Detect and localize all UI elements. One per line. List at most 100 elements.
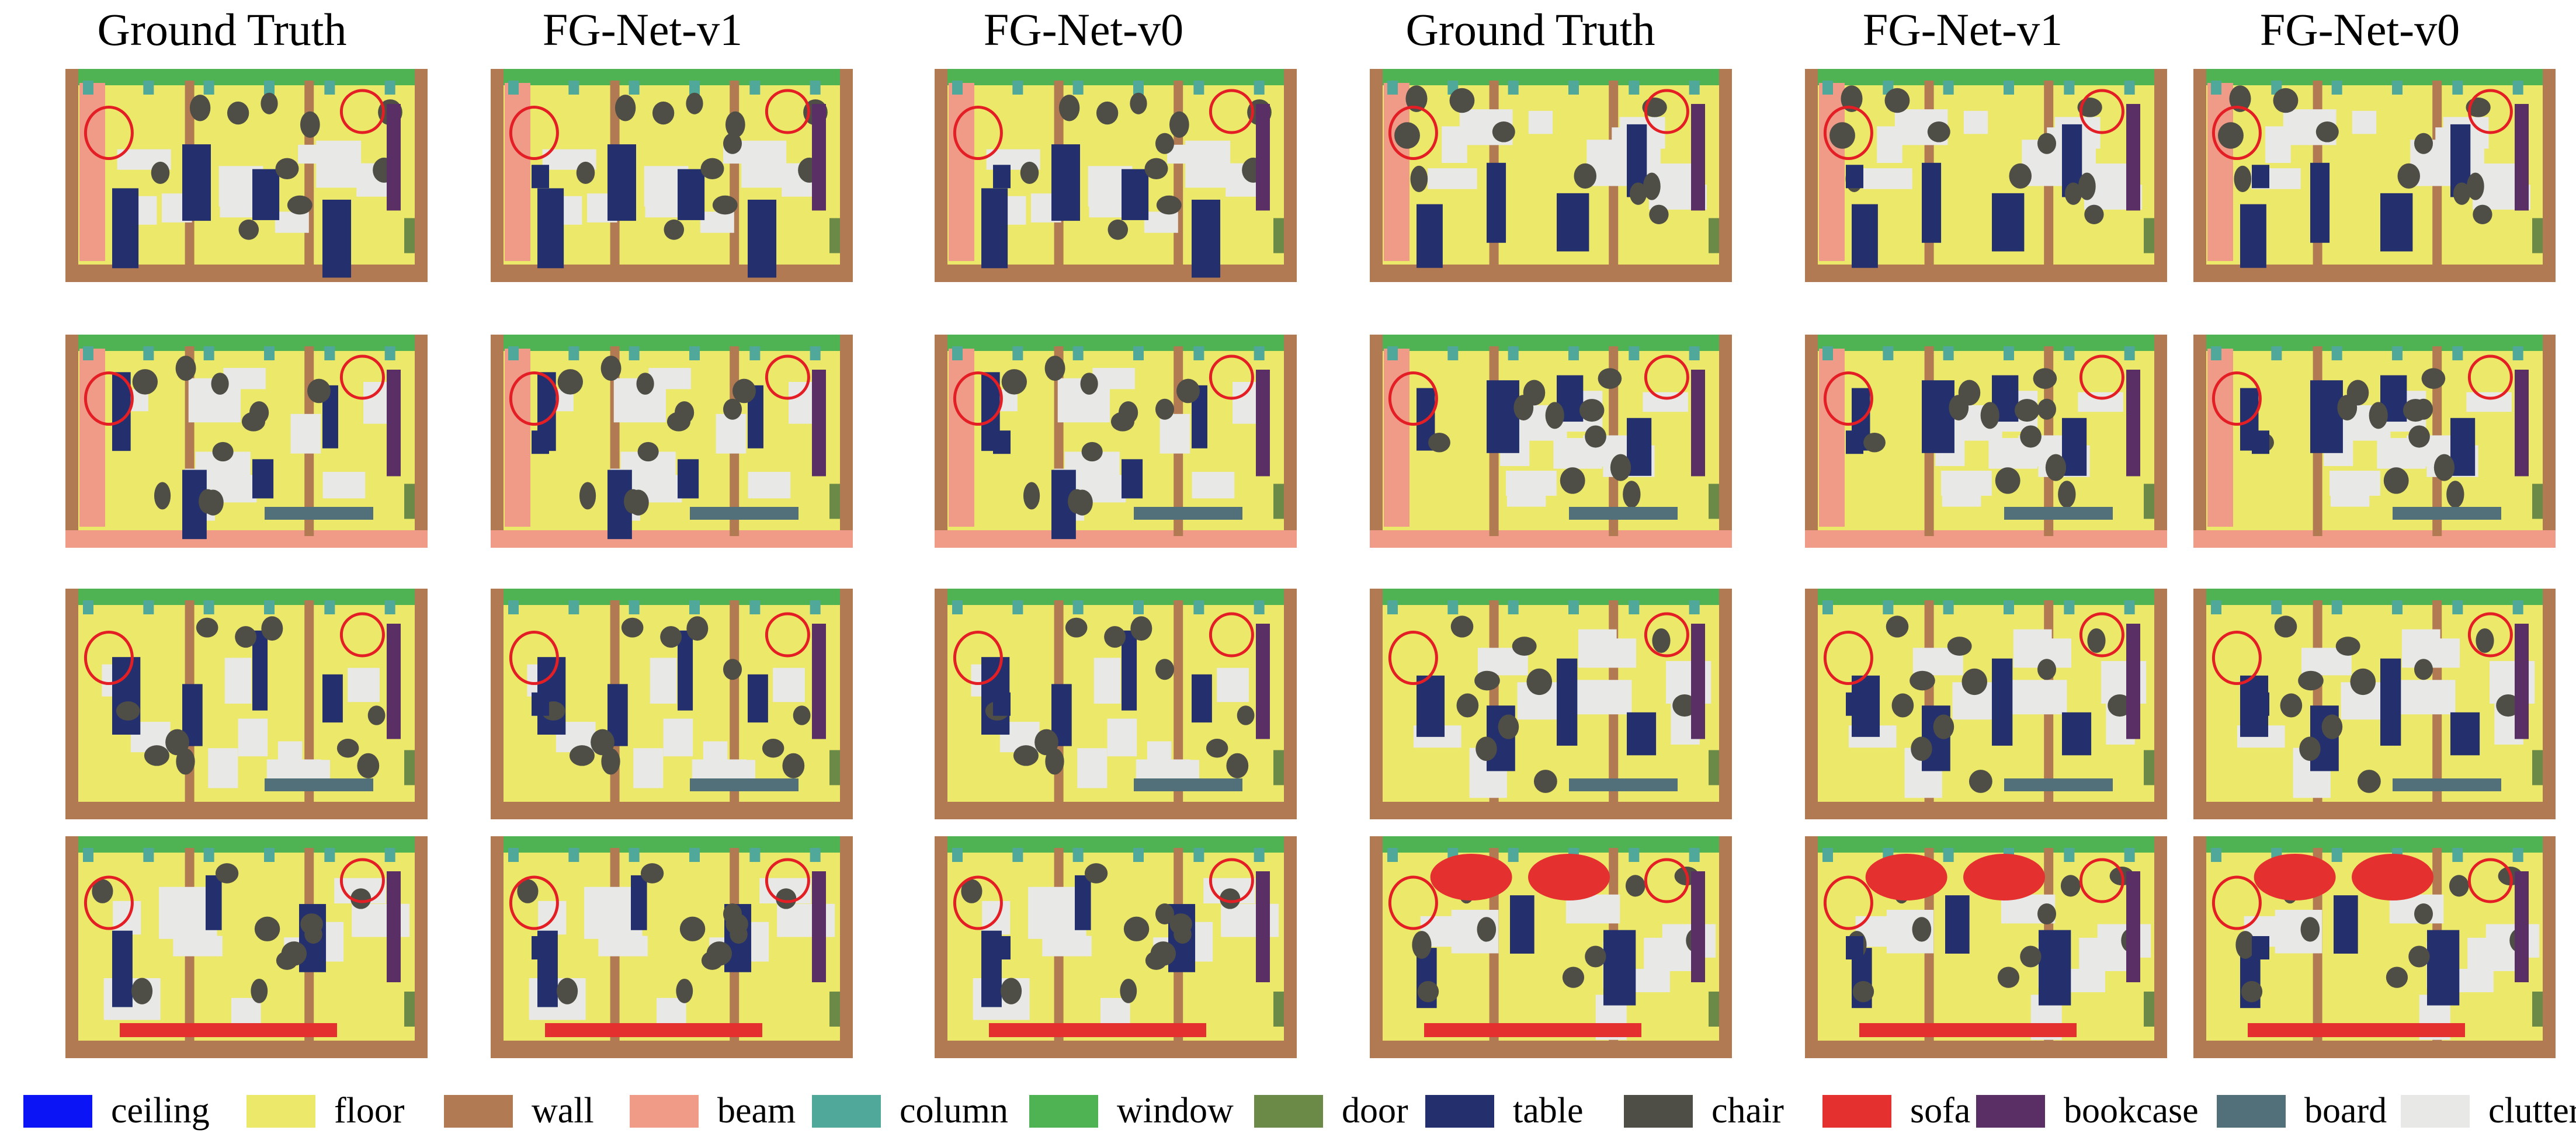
chair-region [1995, 467, 2020, 494]
wall-region [2543, 335, 2556, 548]
column-region [1568, 346, 1579, 360]
table-region [322, 199, 352, 278]
table-region [1627, 418, 1652, 476]
beam-region [2207, 83, 2233, 261]
difference-circle [339, 612, 385, 658]
difference-circle [84, 631, 134, 685]
chair-region [1585, 425, 1606, 448]
window-region [65, 589, 428, 605]
column-region [2004, 600, 2014, 614]
chair-region [1156, 195, 1182, 215]
door-region [2144, 992, 2154, 1027]
column-region [1943, 848, 1954, 862]
column-region [1508, 81, 1519, 95]
chair-region [2414, 398, 2433, 420]
chair-region [600, 356, 622, 381]
clutter-region [598, 936, 648, 957]
difference-circle [765, 612, 810, 658]
difference-circle [2212, 106, 2262, 160]
chair-region [1176, 378, 1200, 404]
chair-region [1474, 670, 1500, 691]
segmentation-map [935, 589, 1297, 819]
chair-region [261, 616, 283, 641]
wall-region [935, 836, 947, 1058]
bookcase-region [387, 370, 401, 477]
chair-region [1155, 133, 1174, 154]
legend-label: wall [532, 1091, 594, 1131]
table-region [2310, 162, 2330, 243]
door-region [829, 992, 840, 1027]
segmentation-map [1805, 335, 2167, 548]
table-region [2450, 712, 2480, 756]
chair-region [1476, 736, 1497, 761]
table-region [182, 144, 211, 221]
chair-region [1013, 745, 1039, 766]
segmentation-map [1805, 69, 2167, 282]
wall-region [935, 1041, 1297, 1058]
table-region [112, 930, 133, 1007]
window-region [1805, 69, 2167, 85]
beam-region [949, 349, 974, 527]
column-region [324, 600, 335, 614]
chair-region [674, 401, 695, 424]
table-region [1417, 204, 1443, 268]
chair-region [2064, 182, 2082, 205]
chair-region [1065, 617, 1088, 638]
wall-region [2543, 836, 2556, 1058]
wall-region [65, 335, 78, 548]
chair-region [1969, 770, 1992, 793]
chair-region [2037, 903, 2056, 924]
column-region [1508, 600, 1519, 614]
column-region [2392, 600, 2403, 614]
table-region [252, 630, 268, 711]
chair-region [1068, 489, 1086, 514]
difference-circle [509, 631, 559, 685]
clutter-region [1963, 110, 1988, 134]
wall-region [840, 589, 853, 819]
clutter-region [700, 211, 734, 233]
chair-region [1852, 980, 1874, 1003]
wall-region [2193, 802, 2556, 819]
bookcase-region [1691, 104, 1705, 211]
table-region [2252, 430, 2269, 454]
bookcase-region [812, 104, 826, 211]
chair-region [357, 753, 380, 778]
table-region [2252, 165, 2269, 189]
clutter-region [275, 211, 309, 233]
difference-circle [2079, 858, 2124, 903]
chair-region [1911, 736, 1932, 761]
column-region [83, 81, 93, 95]
column-region [629, 848, 640, 862]
chair-region [249, 401, 269, 424]
chair-region [92, 879, 113, 903]
difference-circle [1388, 631, 1438, 685]
legend-swatch [2217, 1095, 2286, 1128]
door-region [829, 750, 840, 785]
difference-circle [2467, 612, 2513, 658]
column-region [1689, 600, 1700, 614]
column-region [2124, 346, 2135, 360]
legend-label: column [900, 1091, 1008, 1131]
chair-region [1649, 204, 1669, 224]
column-region [1133, 600, 1144, 614]
board-region [2393, 507, 2501, 520]
chair-region [2060, 875, 2081, 897]
chair-region [235, 626, 257, 648]
legend-label: table [1513, 1091, 1584, 1131]
column-region [2512, 81, 2523, 95]
column-region [2452, 600, 2463, 614]
chair-region [2386, 966, 2408, 988]
door-region [2532, 992, 2543, 1027]
window-region [935, 589, 1297, 605]
difference-circle [84, 371, 134, 426]
table-region [2252, 692, 2269, 716]
table-region [678, 630, 693, 711]
board-region [1569, 778, 1678, 791]
table-region [2380, 193, 2413, 252]
chair-region [1545, 402, 1564, 429]
chair-region [307, 378, 331, 404]
chair-region [1456, 693, 1479, 718]
column-title-ground-truth-1: Ground Truth [97, 4, 347, 55]
wall-region [2193, 836, 2206, 1058]
chair-region [2496, 694, 2521, 717]
